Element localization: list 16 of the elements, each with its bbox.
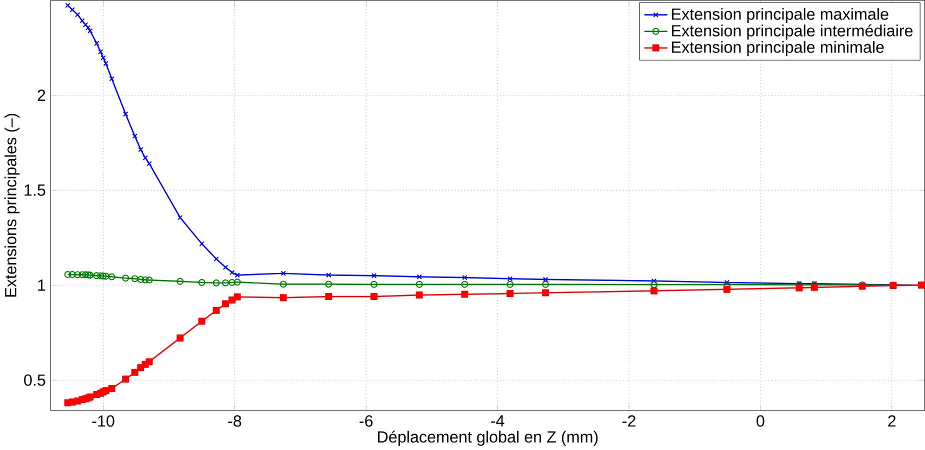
x-tick-label: -2: [622, 415, 636, 426]
x-tick-label: -6: [360, 415, 373, 427]
y-tick-label: 1.5: [24, 184, 46, 196]
x-tick-label: -4: [491, 415, 504, 426]
x-tick-label: 0: [756, 415, 764, 427]
x-tick-label: 2: [888, 415, 896, 426]
legend-label: Extension principale intermédiaire: [672, 24, 913, 40]
x-axis-title: Déplacement global en Z (mm): [378, 430, 598, 446]
y-tick-label: 2: [38, 89, 46, 101]
y-tick-label: 1: [38, 279, 46, 291]
x-tick-label: -10: [92, 415, 114, 427]
y-axis-title: Extensions principales (–): [4, 114, 20, 296]
legend-label: Extension principale minimale: [672, 40, 884, 56]
x-tick-label: -8: [228, 415, 242, 427]
legend-label: Extension principale maximale: [672, 8, 888, 23]
y-tick-label: 0.5: [24, 374, 46, 386]
